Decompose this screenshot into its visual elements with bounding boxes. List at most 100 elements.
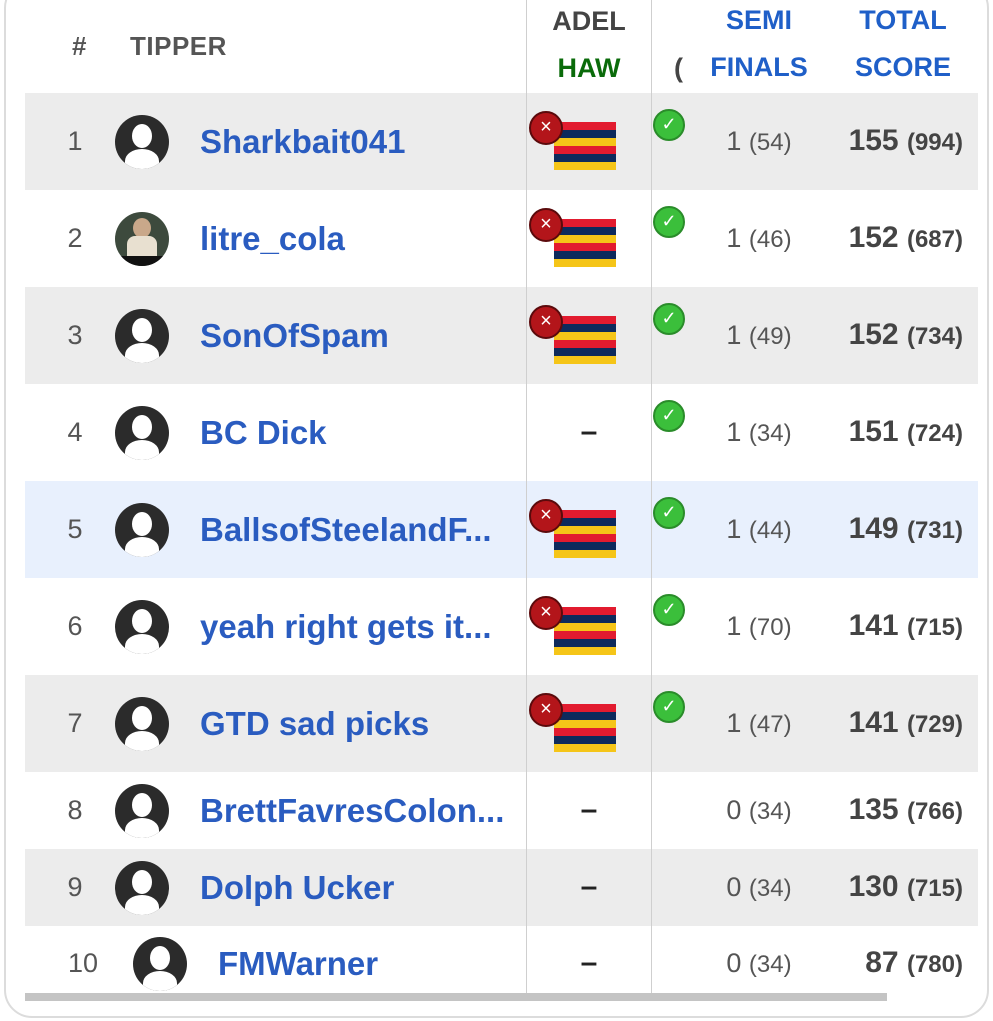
table-row[interactable]: 6 yeah right gets it... × ✓ 1 (70) 141 (715) [25,578,978,675]
no-tip-dash: – [580,869,598,903]
default-avatar-icon[interactable] [115,696,169,751]
total-score-margin: (766) [906,797,963,825]
total-score-value: 155 [848,123,899,157]
semi-finals-score: 1 (44) [700,514,818,545]
table-row[interactable]: 2 litre_cola × ✓ 1 (46) 152 (687) [25,190,978,287]
semi-finals-score: 0 (34) [700,795,818,826]
user-photo-avatar[interactable] [115,211,169,266]
rank-number: 7 [67,707,83,738]
horizontal-scrollbar[interactable] [25,993,887,1001]
table-row[interactable]: 7 GTD sad picks × ✓ 1 (47) 141 (729) [25,675,978,772]
semi-finals-value: 1 [726,416,742,447]
tipper-column-header: TIPPER [130,31,227,61]
wrong-tip-icon: × [529,595,563,630]
tipper-name-link[interactable]: GTD sad picks [200,704,430,742]
table-row[interactable]: 1 Sharkbait041 × ✓ 1 (54) 155 (994) [25,93,978,190]
semi-finals-margin: (34) [748,874,792,902]
total-score-value: 152 [848,220,899,254]
tipper-name-link[interactable]: BC Dick [200,413,327,451]
semi-finals-margin: (70) [748,613,792,641]
semi-finals-value: 1 [726,222,742,253]
column-divider [526,0,527,1000]
wrong-tip-icon: × [529,692,563,727]
semi-finals-score: 0 (34) [700,872,818,903]
leaderboard-rows: 1 Sharkbait041 × ✓ 1 (54) 155 (994) 2 litre_col… [25,93,978,1001]
rank-number: 4 [67,416,83,447]
semi-finals-value: 0 [726,947,742,978]
no-tip-dash: – [580,414,598,448]
column-divider [651,0,652,1000]
semi-finals-column-header[interactable]: SEMI FINALS [710,5,808,82]
semi-finals-value: 1 [726,319,742,350]
semi-finals-score: 1 (46) [700,223,818,254]
default-avatar-icon[interactable] [115,502,169,557]
total-score-margin: (715) [906,874,963,902]
semi-finals-value: 0 [726,794,742,825]
default-avatar-icon[interactable] [115,599,169,654]
total-score: 152 (734) [825,318,975,352]
tipper-name-link[interactable]: Sharkbait041 [200,122,406,160]
default-avatar-icon[interactable] [115,783,169,838]
adelaide-flag-icon [554,315,616,364]
tipper-name-link[interactable]: BrettFavresColon... [200,791,505,829]
semi-finals-margin: (47) [748,710,792,738]
adelaide-flag-icon [554,121,616,170]
total-score-value: 141 [848,608,899,642]
table-row[interactable]: 3 SonOfSpam × ✓ 1 (49) 152 (734) [25,287,978,384]
tipper-name-link[interactable]: Dolph Ucker [200,868,395,906]
correct-tip-icon: ✓ [653,593,685,626]
rank-number: 2 [67,222,83,253]
tipper-name-link[interactable]: BallsofSteelandF... [200,510,492,548]
tipper-name-link[interactable]: litre_cola [200,219,345,257]
table-row[interactable]: 8 BrettFavresColon... –0 (34) 135 (766) [25,772,978,849]
semi-finals-value: 1 [726,707,742,738]
total-score-value: 135 [848,792,899,826]
semi-finals-margin: (34) [748,419,792,447]
tipper-name-link[interactable]: yeah right gets it... [200,607,492,645]
adelaide-flag-icon [554,218,616,267]
semi-finals-score: 1 (34) [700,417,818,448]
default-avatar-icon[interactable] [133,936,187,991]
default-avatar-icon[interactable] [115,114,169,169]
correct-tip-icon: ✓ [653,399,685,432]
default-avatar-icon[interactable] [115,860,169,915]
total-score-column-header[interactable]: TOTAL SCORE [854,5,952,82]
semi-finals-score: 1 (49) [700,320,818,351]
rank-number: 10 [67,947,99,978]
adelaide-flag-icon [554,509,616,558]
total-score-value: 152 [848,317,899,351]
table-header: # TIPPER ADEL HAW ( SEMI FINALS TOTAL SCOR… [0,0,993,93]
correct-tip-icon: ✓ [653,690,685,723]
table-row[interactable]: 9 Dolph Ucker –0 (34) 130 (715) [25,849,978,926]
semi-finals-margin: (54) [748,128,792,156]
tipper-name-link[interactable]: SonOfSpam [200,316,389,354]
total-score-margin: (994) [906,128,963,156]
rank-number: 8 [67,794,83,825]
wrong-tip-icon: × [529,110,563,145]
correct-tip-icon: ✓ [653,302,685,335]
default-avatar-icon[interactable] [115,308,169,363]
total-score: 130 (715) [825,870,975,904]
default-avatar-icon[interactable] [115,405,169,460]
semi-finals-margin: (49) [748,322,792,350]
semi-finals-value: 1 [726,513,742,544]
home-team-header[interactable]: ADEL [552,6,626,36]
semi-finals-score: 1 (54) [700,126,818,157]
rank-number: 5 [67,513,83,544]
total-score: 152 (687) [825,221,975,255]
total-score-margin: (687) [906,225,963,253]
table-row[interactable]: 5 BallsofSteelandF... × ✓ 1 (44) 149 (731) [25,481,978,578]
table-row[interactable]: 10 FMWarner –0 (34) 87 (780) [25,926,978,1001]
tipper-name-link[interactable]: FMWarner [218,944,379,982]
total-score: 155 (994) [825,124,975,158]
table-row[interactable]: 4 BC Dick – ✓ 1 (34) 151 (724) [25,384,978,481]
total-score: 87 (780) [825,946,975,980]
away-team-header[interactable]: HAW [557,53,621,83]
total-score: 141 (729) [825,706,975,740]
no-tip-dash: – [580,945,598,979]
adelaide-flag-icon [554,606,616,655]
correct-tip-icon: ✓ [653,108,685,141]
truncated-column-header: ( [674,53,683,83]
total-score-value: 87 [865,945,899,979]
total-score-value: 149 [848,511,899,545]
